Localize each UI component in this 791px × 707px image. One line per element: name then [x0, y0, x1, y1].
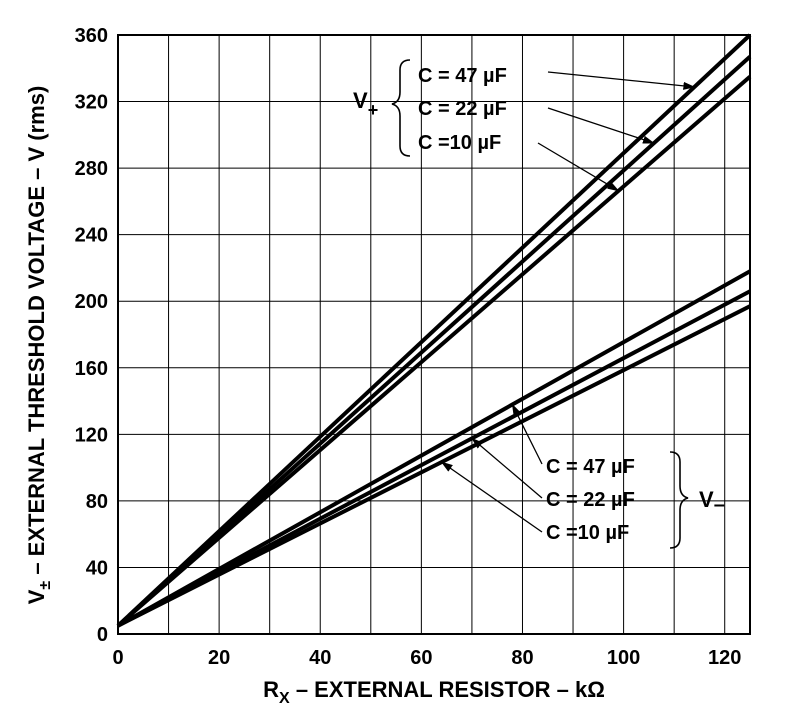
- y-tick-label: 200: [75, 291, 108, 313]
- callout-arrow-5: [471, 437, 543, 499]
- callout-arrow-6: [440, 461, 543, 533]
- x-axis-title-sub: X: [279, 690, 290, 707]
- vminus-brace: [669, 451, 689, 549]
- y-tick-label: 280: [75, 158, 108, 180]
- x-axis-title-rest: – EXTERNAL RESISTOR – kΩ: [290, 677, 605, 702]
- series-line-2: [116, 55, 752, 628]
- x-tick-label: 120: [708, 647, 741, 669]
- callout-arrow-1: [547, 71, 696, 90]
- group-label-vplus-main: V: [353, 88, 368, 113]
- x-tick-label: 80: [511, 647, 533, 669]
- legend-label-6: C =10 µF: [546, 522, 629, 544]
- y-tick-label: 160: [75, 358, 108, 380]
- y-axis-title-sub: ±: [37, 581, 54, 590]
- y-tick-label: 80: [86, 491, 108, 513]
- y-tick-label: 320: [75, 92, 108, 114]
- annotations: C = 47 µF C = 22 µF C =10 µF C = 47 µF C = 2…: [418, 65, 696, 544]
- y-axis-title-main: V: [24, 589, 49, 604]
- legend-label-4: C = 47 µF: [546, 456, 635, 478]
- callout-arrow-3: [537, 142, 620, 192]
- y-axis-title: V± – EXTERNAL THRESHOLD VOLTAGE – V (rms…: [24, 86, 54, 605]
- legend-label-1: C = 47 µF: [418, 65, 507, 87]
- tick-labels: 0 20 40 60 80 100 120 0 40 80 120 160 200 240 280 320 36…: [75, 25, 742, 669]
- legend-label-5: C = 22 µF: [546, 489, 635, 511]
- series-line-4: [117, 269, 751, 628]
- legend-label-3: C =10 µF: [418, 132, 501, 154]
- x-axis-title: RX – EXTERNAL RESISTOR – kΩ: [263, 677, 605, 707]
- group-label-vminus-sub: –: [714, 494, 725, 516]
- group-label-vplus: V+: [353, 88, 378, 120]
- group-label-vplus-sub: +: [368, 100, 379, 120]
- series-line-1: [116, 33, 752, 628]
- plot-frame: [117, 34, 751, 635]
- callout-arrow-2: [547, 107, 655, 144]
- series-line-3: [116, 75, 752, 628]
- x-tick-label: 40: [309, 647, 331, 669]
- y-tick-label: 120: [75, 424, 108, 446]
- y-tick-label: 360: [75, 25, 108, 47]
- x-tick-label: 20: [208, 647, 230, 669]
- group-label-vminus-main: V: [699, 487, 714, 512]
- y-axis-title-rest: – EXTERNAL THRESHOLD VOLTAGE – V (rms): [24, 86, 49, 581]
- series-line-6: [117, 304, 751, 628]
- group-label-vminus: V–: [699, 487, 725, 516]
- x-tick-label: 0: [112, 647, 123, 669]
- x-tick-label: 60: [410, 647, 432, 669]
- vplus-brace: [391, 59, 411, 157]
- legend-label-2: C = 22 µF: [418, 98, 507, 120]
- y-tick-label: 0: [97, 624, 108, 646]
- series-line-5: [117, 289, 751, 628]
- y-tick-label: 40: [86, 557, 108, 579]
- callout-arrow-4: [511, 403, 543, 465]
- y-tick-label: 240: [75, 225, 108, 247]
- x-axis-title-main: R: [263, 677, 279, 702]
- series-lines: [116, 33, 752, 628]
- x-tick-label: 100: [607, 647, 640, 669]
